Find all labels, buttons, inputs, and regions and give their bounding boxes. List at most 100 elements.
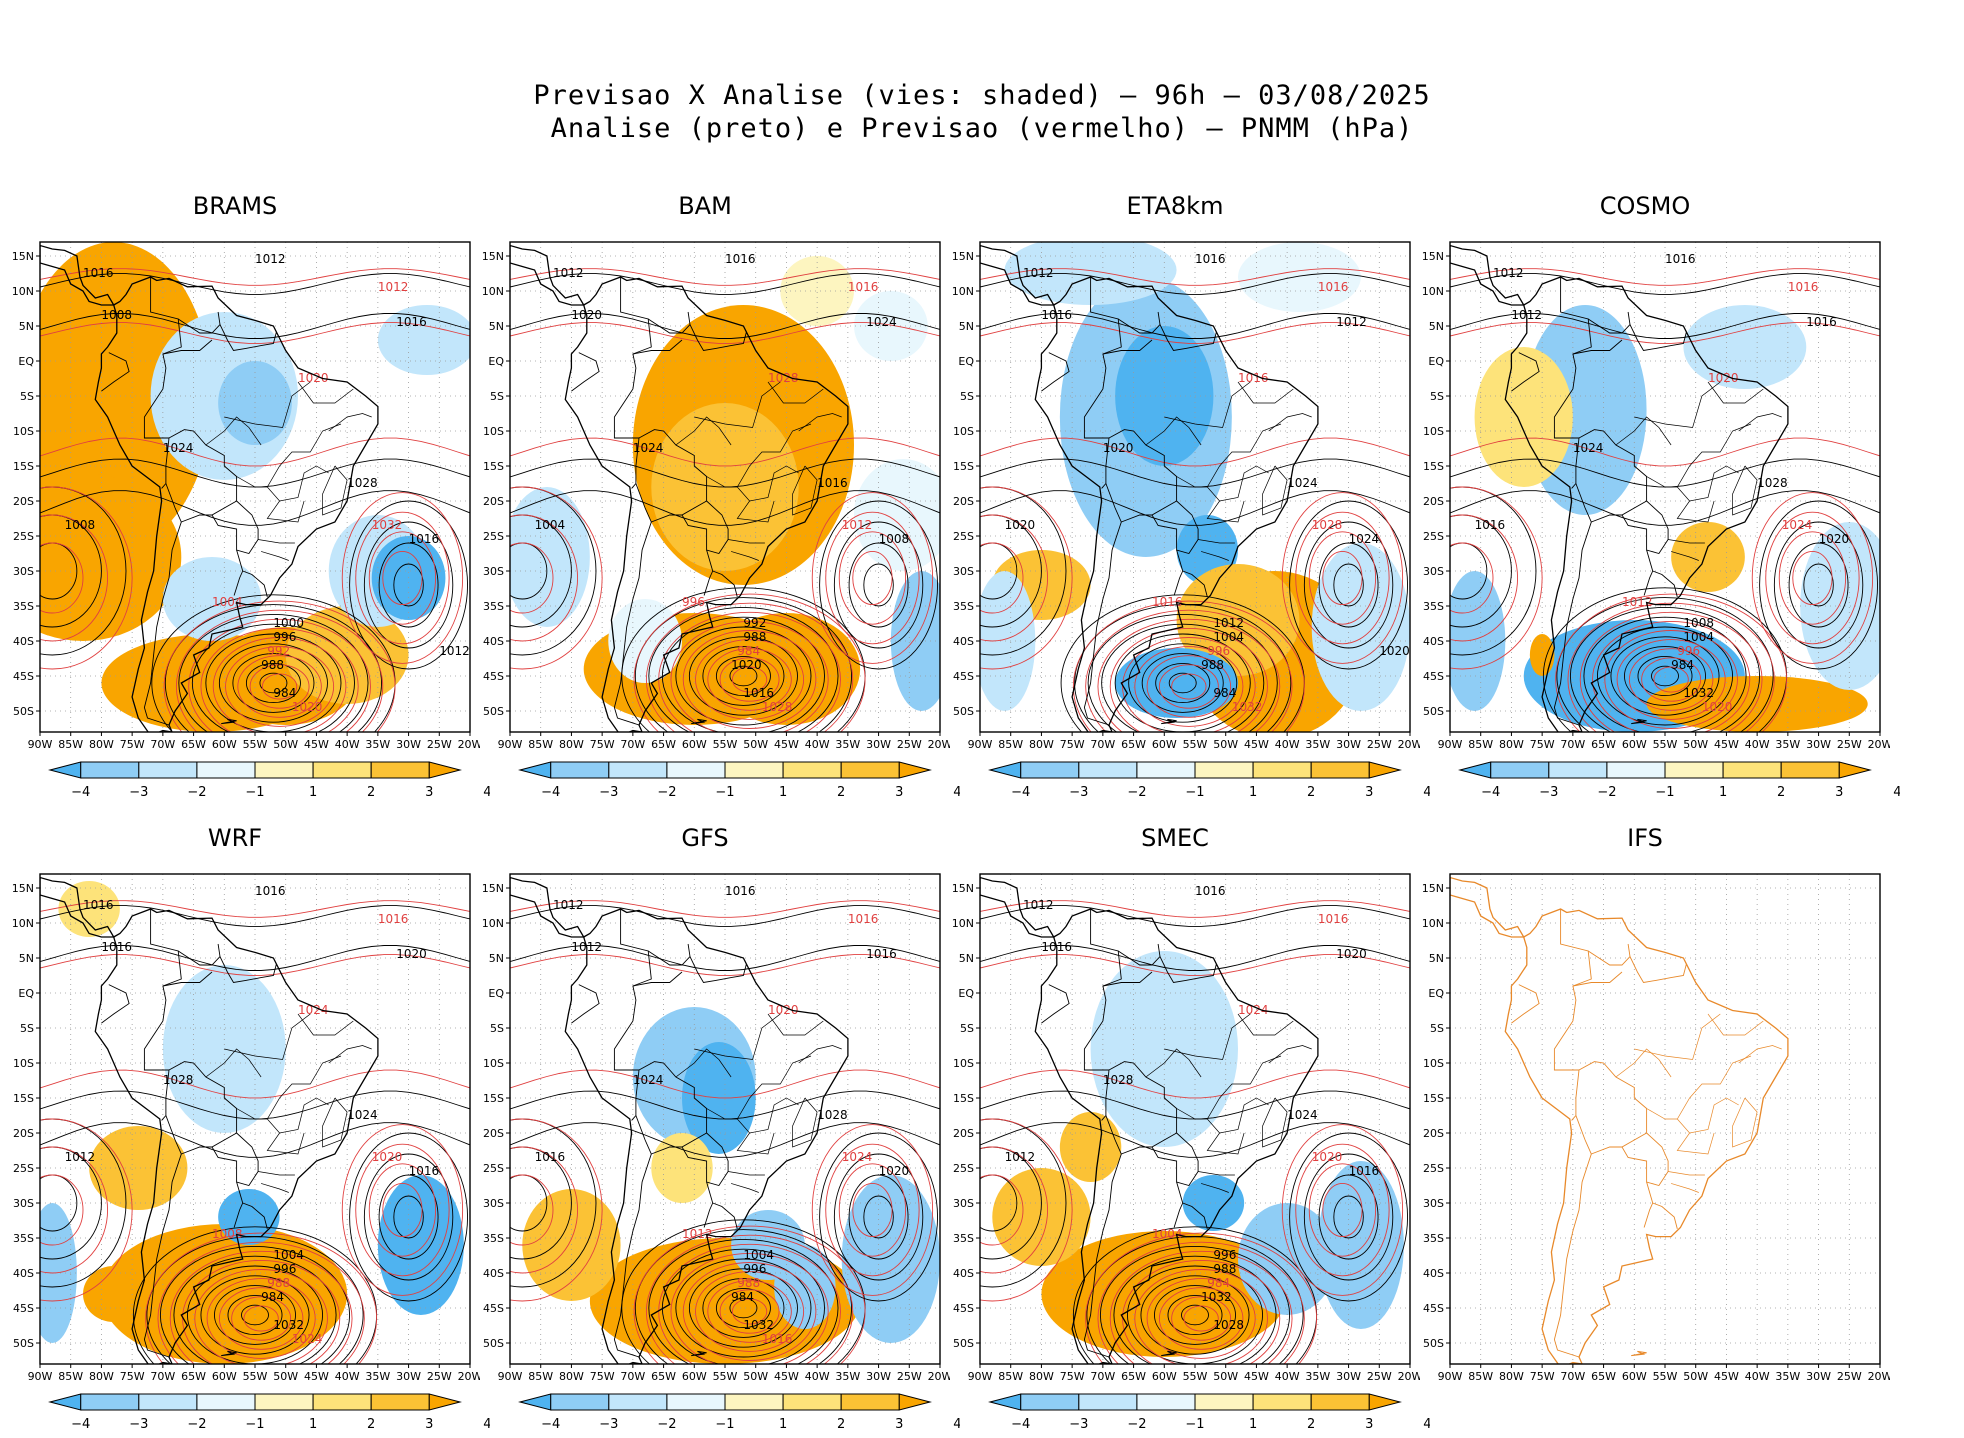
- isobar-label: 1032: [372, 518, 403, 532]
- lat-tick-label: 5N: [489, 320, 504, 333]
- isobar-label: 1024: [347, 1108, 378, 1122]
- lat-tick-label: 25S: [953, 530, 974, 543]
- bias-area: [980, 571, 1036, 711]
- colorbar-label: 2: [1777, 785, 1785, 800]
- state-border: [322, 465, 348, 516]
- isobar-label: 996: [1213, 1248, 1236, 1262]
- lon-tick-label: 80W: [1499, 1370, 1524, 1383]
- colorbar: −4 −3 −2 −1 1 2 3 4: [490, 1392, 961, 1438]
- bias-area: [82, 1266, 145, 1322]
- isobar-analysis: [848, 542, 909, 628]
- country-border: [647, 311, 691, 334]
- colorbar-label: 3: [895, 785, 903, 800]
- isobar-forecast: [1109, 1250, 1293, 1364]
- isobar-analysis: [675, 626, 812, 726]
- country-border: [143, 483, 182, 726]
- lon-tick-label: 50W: [743, 1370, 768, 1383]
- colorbar-label: 3: [425, 1417, 433, 1432]
- lon-tick-label: 50W: [1683, 1370, 1708, 1383]
- isobar-analysis: [1113, 1255, 1277, 1364]
- country-border: [632, 971, 683, 987]
- isobar-label: 984: [737, 644, 760, 658]
- bias-area: [651, 1133, 713, 1203]
- isobar-forecast: [510, 437, 940, 467]
- colorbar: −4 −3 −2 −1 1 2 3 4: [20, 1392, 491, 1438]
- isobar-label: 1012: [1023, 266, 1054, 280]
- lat-tick-label: 30S: [1423, 1197, 1444, 1210]
- state-border: [258, 1171, 295, 1176]
- colorbar-label: 1: [1719, 785, 1727, 800]
- state-border: [266, 1132, 305, 1155]
- country-border: [233, 1181, 244, 1228]
- lat-tick-label: 30S: [483, 1197, 504, 1210]
- isobar-forecast: [1122, 637, 1256, 732]
- map-bam: 1012 1016 1016 1020 1024 1028 1024 1016 1012 1008…: [455, 230, 950, 762]
- isobar-forecast: [1097, 618, 1281, 732]
- isobar-label: 1016: [725, 884, 756, 898]
- lat-tick-label: 50S: [1423, 705, 1444, 718]
- lon-tick-label: 65W: [1591, 738, 1616, 751]
- lat-tick-label: 20S: [1423, 495, 1444, 508]
- lon-tick-label: 35W: [1775, 738, 1800, 751]
- isobar-label: 1008: [65, 518, 96, 532]
- panel-title-eta8km: ETA8km: [1126, 192, 1224, 220]
- colorbar-label: 1: [1249, 1417, 1257, 1432]
- country-border: [1572, 971, 1623, 987]
- lat-tick-label: 40S: [483, 635, 504, 648]
- isobar-forecast: [510, 268, 940, 286]
- lon-tick-label: 25W: [897, 1370, 922, 1383]
- country-border: [1041, 984, 1070, 1024]
- isobar-label: 1004: [1683, 630, 1714, 644]
- lon-tick-label: 45W: [304, 738, 329, 751]
- falkland-islands: [221, 718, 237, 725]
- country-border: [712, 570, 738, 598]
- isobar-forecast: [980, 954, 1410, 976]
- isobar-analysis: [214, 1285, 296, 1345]
- colorbar-label: 1: [1249, 785, 1257, 800]
- isobar-forecast: [1085, 609, 1293, 732]
- lat-tick-label: 25S: [13, 530, 34, 543]
- lon-tick-label: 90W: [1438, 1370, 1463, 1383]
- lon-tick-label: 25W: [1837, 1370, 1862, 1383]
- lon-tick-label: 30W: [396, 1370, 421, 1383]
- country-border: [162, 339, 213, 355]
- state-border: [1676, 500, 1715, 523]
- isobar-label: 1004: [743, 1248, 774, 1262]
- state-border: [224, 381, 311, 428]
- isobar-analysis: [186, 1265, 324, 1364]
- isobar-analysis: [648, 606, 839, 732]
- country-border: [219, 324, 277, 351]
- state-border: [736, 1132, 775, 1155]
- isobar-analysis: [1318, 1174, 1379, 1260]
- isobar-label: 996: [743, 1262, 766, 1276]
- lon-tick-label: 45W: [1244, 1370, 1269, 1383]
- isobar-label: 1032: [1683, 686, 1714, 700]
- state-border: [267, 465, 329, 502]
- lon-tick-label: 25W: [1367, 1370, 1392, 1383]
- map-cosmo: 1012 1016 1016 1012 1016 1020 1024 1028 1024 1020…: [1395, 230, 1890, 762]
- coastline: [94, 908, 379, 1364]
- isobar-label: 1016: [848, 280, 879, 294]
- lat-tick-label: 45S: [13, 1302, 34, 1315]
- country-border: [1652, 1202, 1678, 1230]
- isobar-forecast: [1146, 655, 1232, 718]
- isobar-forecast: [1134, 1269, 1268, 1364]
- isobar-analysis: [1155, 662, 1211, 704]
- lon-tick-label: 70W: [1090, 1370, 1115, 1383]
- colorbar-label: −2: [657, 785, 676, 800]
- isobar-forecast: [1555, 593, 1788, 732]
- isobar-analysis: [702, 646, 785, 706]
- state-border: [1668, 1171, 1705, 1176]
- country-border: [689, 324, 747, 351]
- state-border: [1668, 539, 1705, 544]
- lat-tick-label: 30S: [13, 1197, 34, 1210]
- lat-tick-label: 15S: [1423, 1092, 1444, 1105]
- isobar-forecast: [719, 657, 780, 702]
- isobar-analysis: [1289, 500, 1408, 670]
- bias-area: [89, 1126, 188, 1210]
- isobar-forecast: [670, 620, 829, 732]
- isobar-analysis: [1140, 1275, 1250, 1355]
- isobar-forecast: [169, 1250, 353, 1364]
- isobar-analysis: [1289, 1132, 1408, 1302]
- isobar-analysis: [40, 313, 470, 339]
